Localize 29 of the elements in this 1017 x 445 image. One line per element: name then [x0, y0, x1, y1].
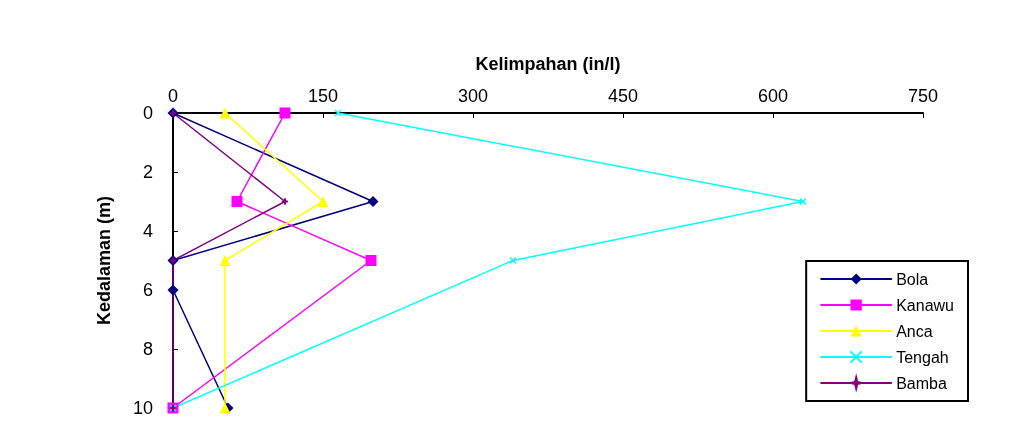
x-tick-label: 0 — [167, 86, 179, 106]
point — [219, 255, 231, 266]
x-tick-label: 600 — [757, 86, 789, 106]
point — [317, 196, 329, 207]
point — [367, 196, 379, 207]
x-tick-label: 750 — [907, 86, 939, 106]
y-tick-label: 8 — [142, 339, 153, 359]
y-tick-label: 4 — [142, 221, 153, 241]
legend-label: Tengah — [896, 348, 949, 366]
legend-label: Kanawu — [896, 296, 955, 314]
point — [231, 196, 243, 207]
x-tick-label: 150 — [307, 86, 339, 106]
y-tick-label: 6 — [142, 280, 153, 300]
y-tick-label: 10 — [132, 398, 153, 418]
y-tick-label: 0 — [142, 103, 153, 123]
x-tick-label: 450 — [607, 86, 639, 106]
y-axis-title: Kedalaman (m) — [94, 195, 114, 326]
point — [219, 107, 231, 119]
point — [167, 284, 179, 296]
x-axis-title: Kelimpahan (in/l) — [475, 54, 621, 74]
legend-label: Anca — [896, 322, 933, 340]
point — [334, 109, 342, 117]
point — [279, 107, 291, 119]
point — [365, 255, 377, 266]
legend-label: Bola — [896, 270, 929, 288]
y-tick-label: 2 — [142, 162, 153, 182]
legend-label: Bamba — [896, 374, 947, 392]
point — [281, 197, 289, 206]
x-tick-label: 300 — [457, 86, 489, 106]
